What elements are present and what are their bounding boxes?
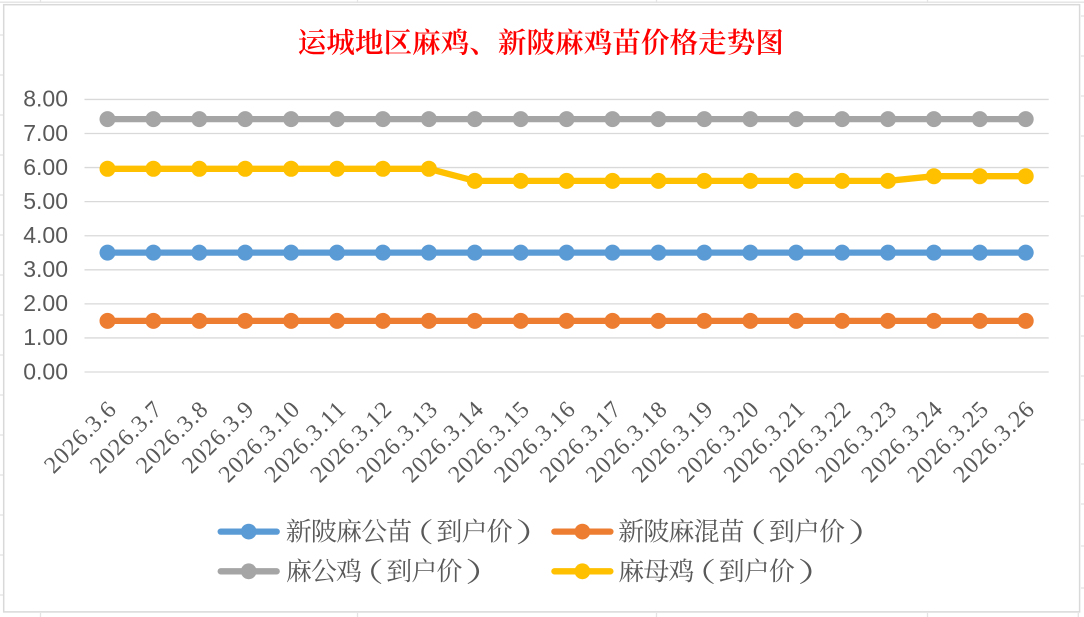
svg-text:2.00: 2.00 bbox=[23, 290, 68, 316]
svg-text:4.00: 4.00 bbox=[23, 222, 68, 248]
svg-text:5.00: 5.00 bbox=[23, 188, 68, 214]
svg-text:1.00: 1.00 bbox=[23, 324, 68, 350]
svg-text:3.00: 3.00 bbox=[23, 256, 68, 282]
svg-text:7.00: 7.00 bbox=[23, 120, 68, 146]
svg-text:6.00: 6.00 bbox=[23, 154, 68, 180]
svg-text:0.00: 0.00 bbox=[23, 358, 68, 384]
svg-text:8.00: 8.00 bbox=[23, 86, 68, 112]
